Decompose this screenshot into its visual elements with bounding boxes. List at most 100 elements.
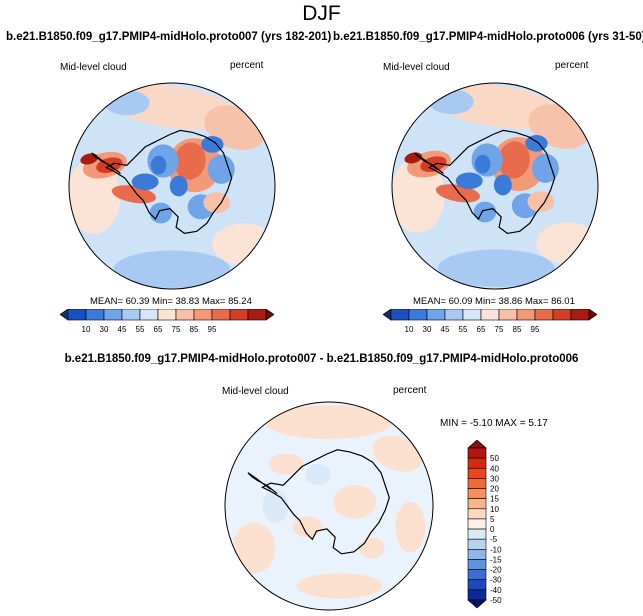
map1-antarctica-coastline bbox=[104, 129, 233, 235]
cb1-swatch bbox=[85, 309, 105, 321]
cb2-tick-label: 75 bbox=[495, 325, 504, 334]
cb2-swatch bbox=[498, 309, 518, 321]
cb1-high-triangle bbox=[265, 309, 274, 321]
cb2-swatch bbox=[516, 309, 536, 321]
cb1-swatch bbox=[157, 309, 177, 321]
cb2-tick-label: 30 bbox=[423, 325, 432, 334]
panel1-map bbox=[60, 82, 284, 290]
cb2-swatch bbox=[390, 309, 410, 321]
map1-map-border bbox=[68, 82, 276, 290]
panel2-variable: Mid-level cloud bbox=[383, 62, 450, 73]
map2-field-patch bbox=[527, 191, 555, 212]
cb2-tick-label: 95 bbox=[531, 325, 540, 334]
cb2-swatch bbox=[408, 309, 428, 321]
cb1-tick-label: 45 bbox=[118, 325, 127, 334]
map3-antarctica-coastline bbox=[261, 449, 390, 555]
map3-field-patch bbox=[372, 435, 423, 472]
cb3-swatch bbox=[467, 528, 487, 540]
cb3-swatch bbox=[467, 508, 487, 520]
cb3-tick-label: -50 bbox=[490, 596, 502, 605]
cb3-tick-label: -40 bbox=[490, 586, 502, 595]
panel1-title: b.e21.B1850.f09_g17.PMIP4-midHolo.proto0… bbox=[6, 31, 332, 43]
map1-field-patch bbox=[169, 175, 188, 197]
map3-field-patch bbox=[296, 573, 383, 599]
cb1-tick-label: 95 bbox=[208, 325, 217, 334]
cb1-swatch bbox=[175, 309, 195, 321]
cb2-tick-label: 10 bbox=[405, 325, 414, 334]
cb3-tick-label: 10 bbox=[490, 505, 499, 514]
cb3-swatch bbox=[467, 518, 487, 530]
cb3-tick-label: 30 bbox=[490, 474, 499, 483]
cb2-swatch bbox=[552, 309, 572, 321]
map3-field-patch bbox=[232, 522, 276, 574]
cb1-tick-label: 85 bbox=[190, 325, 199, 334]
cb3-swatch bbox=[467, 447, 487, 459]
cb1-swatch bbox=[193, 309, 213, 321]
cb1-tick-label: 75 bbox=[172, 325, 181, 334]
map2-field-patch bbox=[536, 222, 598, 264]
cb1-tick-label: 65 bbox=[154, 325, 163, 334]
map1-field-patch bbox=[149, 202, 172, 224]
panel1-colorbar: 10 30 45 55 65 75 85 95 bbox=[60, 309, 274, 334]
cb2-tick-label: 65 bbox=[477, 325, 486, 334]
cb2-low-triangle bbox=[383, 309, 392, 321]
cb1-tick-label: 10 bbox=[82, 325, 91, 334]
cb3-tick-label: -5 bbox=[490, 535, 498, 544]
map2-field-patch bbox=[473, 201, 497, 223]
cb3-swatch bbox=[467, 589, 487, 601]
cb3-swatch bbox=[467, 579, 487, 591]
panel1-variable: Mid-level cloud bbox=[60, 62, 127, 73]
cb3-swatch bbox=[467, 559, 487, 570]
cb3-tick-label: 50 bbox=[490, 454, 499, 463]
cb3-low-triangle bbox=[467, 599, 487, 609]
cb2-tick-label: 45 bbox=[441, 325, 450, 334]
panel3-map bbox=[222, 401, 436, 611]
cb1-tick-label: 30 bbox=[100, 325, 109, 334]
map1-field-patch bbox=[174, 142, 206, 180]
map1-field-patch bbox=[201, 136, 224, 153]
map3-field-patch bbox=[358, 537, 385, 559]
cb2-swatch bbox=[426, 309, 446, 321]
cb2-swatch bbox=[534, 309, 554, 321]
map2-field-patch bbox=[531, 153, 559, 183]
map2-field-patch bbox=[493, 174, 512, 196]
cb1-swatch bbox=[247, 309, 267, 321]
cb3-tick-label: 20 bbox=[490, 485, 499, 494]
map2-field-patch bbox=[420, 156, 447, 173]
map2-antarctica-coastline bbox=[427, 129, 556, 235]
panel3-units: percent bbox=[393, 385, 427, 396]
cb3-tick-label: -15 bbox=[490, 555, 502, 564]
cb3-tick-label: 5 bbox=[490, 515, 495, 524]
map3-peninsula-coastline bbox=[247, 472, 278, 494]
map2-field-patch bbox=[392, 157, 445, 233]
cb1-swatch bbox=[67, 309, 87, 321]
map3-field-patch bbox=[305, 464, 332, 485]
cb1-swatch bbox=[139, 309, 159, 321]
map2-field-patch bbox=[498, 141, 530, 179]
cb3-swatch bbox=[467, 569, 487, 581]
panel2-map bbox=[383, 82, 607, 290]
cb2-tick-label: 55 bbox=[459, 325, 468, 334]
panel1-stats: MEAN= 60.39 Min= 38.83 Max= 85.24 bbox=[90, 296, 252, 307]
cb2-swatch bbox=[480, 309, 500, 321]
map1-field-patch bbox=[207, 154, 235, 184]
cb3-swatch bbox=[467, 488, 487, 499]
map3-field-patch bbox=[333, 485, 377, 519]
map1-peninsula-coastline bbox=[91, 152, 121, 175]
map1-field-patch bbox=[150, 155, 167, 175]
cb3-swatch bbox=[467, 457, 487, 469]
panel1-units: percent bbox=[230, 60, 264, 71]
cb1-tick-label: 55 bbox=[136, 325, 145, 334]
cb3-swatch bbox=[467, 549, 487, 560]
cb3-tick-label: -30 bbox=[490, 576, 502, 585]
cb2-swatch bbox=[570, 309, 590, 321]
map2-field-patch bbox=[474, 154, 491, 174]
cb2-high-triangle bbox=[588, 309, 597, 321]
cb1-swatch bbox=[211, 309, 231, 321]
cb3-tick-label: 15 bbox=[490, 495, 499, 504]
panel3-stats: MIN = -5.10 MAX = 5.17 bbox=[440, 418, 548, 429]
cb2-swatch bbox=[444, 309, 464, 321]
cb3-swatch bbox=[467, 498, 487, 510]
cb3-tick-label: -10 bbox=[490, 545, 502, 554]
